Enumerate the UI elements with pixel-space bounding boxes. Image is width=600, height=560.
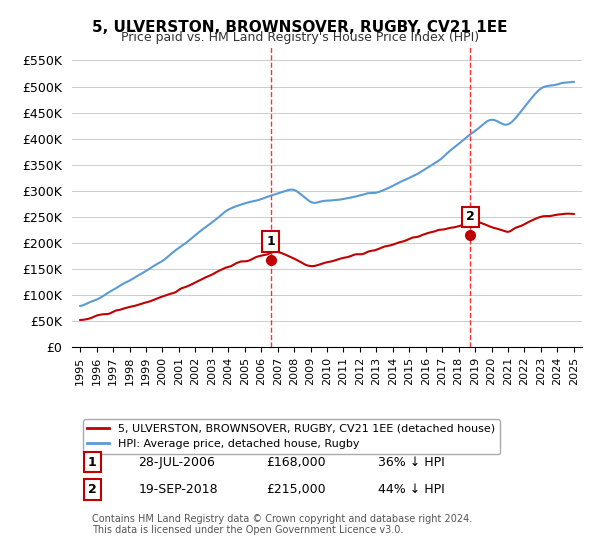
Text: 2: 2	[88, 483, 97, 496]
Legend: 5, ULVERSTON, BROWNSOVER, RUGBY, CV21 1EE (detached house), HPI: Average price, : 5, ULVERSTON, BROWNSOVER, RUGBY, CV21 1E…	[83, 419, 500, 454]
Text: 28-JUL-2006: 28-JUL-2006	[139, 456, 215, 469]
Text: Price paid vs. HM Land Registry's House Price Index (HPI): Price paid vs. HM Land Registry's House …	[121, 31, 479, 44]
Text: 19-SEP-2018: 19-SEP-2018	[139, 483, 218, 496]
Text: £168,000: £168,000	[266, 456, 325, 469]
Text: 2: 2	[466, 211, 475, 223]
Text: 5, ULVERSTON, BROWNSOVER, RUGBY, CV21 1EE: 5, ULVERSTON, BROWNSOVER, RUGBY, CV21 1E…	[92, 20, 508, 35]
Text: Contains HM Land Registry data © Crown copyright and database right 2024.
This d: Contains HM Land Registry data © Crown c…	[92, 514, 473, 535]
Text: 1: 1	[266, 235, 275, 248]
Text: 1: 1	[88, 456, 97, 469]
Text: 36% ↓ HPI: 36% ↓ HPI	[378, 456, 445, 469]
Text: £215,000: £215,000	[266, 483, 325, 496]
Text: 44% ↓ HPI: 44% ↓ HPI	[378, 483, 445, 496]
